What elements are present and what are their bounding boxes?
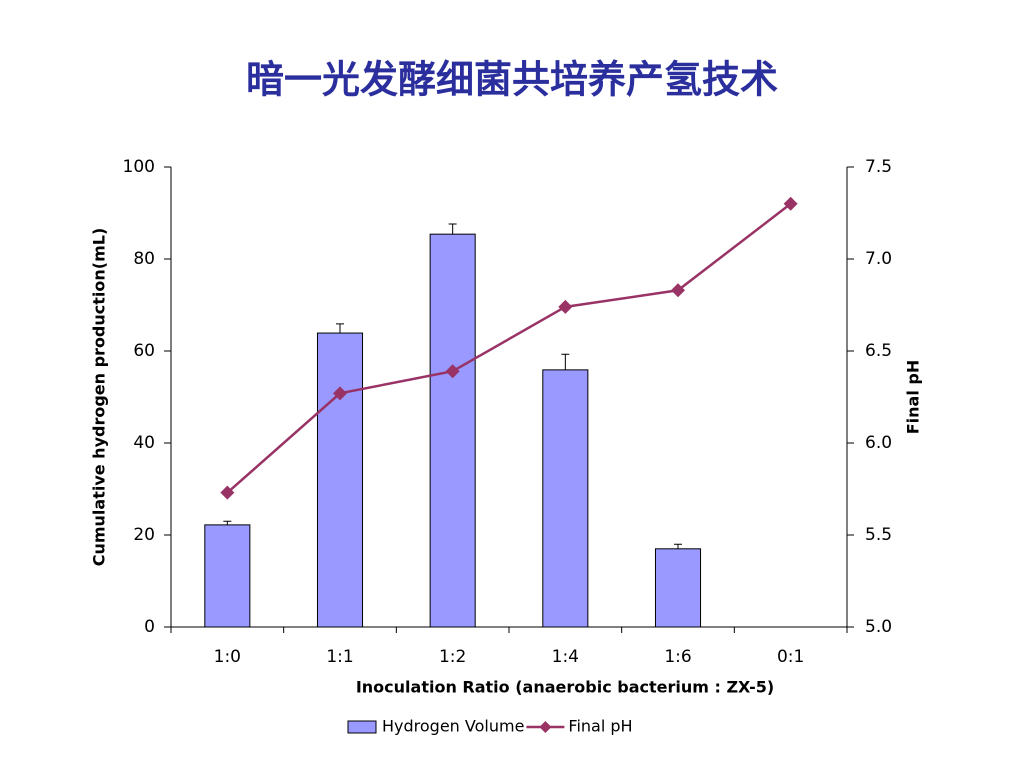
y2-tick-label: 5.0 <box>865 617 892 637</box>
legend-label: Final pH <box>568 717 632 736</box>
legend-marker <box>539 721 552 733</box>
line <box>226 202 792 494</box>
bar <box>542 369 589 628</box>
x-tick-label: 1:6 <box>664 647 691 667</box>
marker <box>558 299 573 314</box>
marker <box>671 283 685 298</box>
y-tick-label: 20 <box>133 525 155 545</box>
chart-title: 暗一光发酵细菌共培养产氢技术 <box>246 58 778 102</box>
marker <box>445 364 460 379</box>
y2-tick-label: 6.5 <box>865 341 892 361</box>
y2-axis-label: Final pH <box>904 360 923 435</box>
bar <box>316 332 364 628</box>
y2-tick-label: 6.0 <box>865 433 892 453</box>
error-bar <box>336 323 344 334</box>
error-bar <box>223 520 232 525</box>
bar <box>204 524 251 628</box>
error-bar <box>561 353 570 370</box>
marker <box>220 485 235 500</box>
error-bar <box>448 223 457 235</box>
y-tick-label: 40 <box>133 433 155 453</box>
y2-tick-label: 7.5 <box>865 157 892 177</box>
error-bar <box>674 543 682 549</box>
marker <box>783 196 798 211</box>
y-axis-label: Cumulative hydrogen production(mL) <box>90 228 109 567</box>
bar <box>429 233 476 628</box>
y-tick-label: 0 <box>144 617 155 637</box>
x-tick-label: 1:0 <box>214 647 241 667</box>
y-tick-label: 60 <box>133 341 155 361</box>
y-tick-label: 80 <box>133 249 155 269</box>
x-tick-label: 0:1 <box>777 647 804 667</box>
y-tick-label: 100 <box>123 157 155 177</box>
x-tick-label: 1:1 <box>326 647 353 667</box>
x-tick-label: 1:4 <box>552 647 579 667</box>
marker <box>333 386 347 401</box>
legend-label: Hydrogen Volume <box>382 717 524 736</box>
x-axis-label: Inoculation Ratio (anaerobic bacterium :… <box>356 678 774 697</box>
x-tick-label: 1:2 <box>439 647 466 667</box>
y2-tick-label: 5.5 <box>865 525 892 545</box>
bar <box>654 548 702 628</box>
y2-tick-label: 7.0 <box>865 249 892 269</box>
legend-swatch <box>347 720 377 734</box>
